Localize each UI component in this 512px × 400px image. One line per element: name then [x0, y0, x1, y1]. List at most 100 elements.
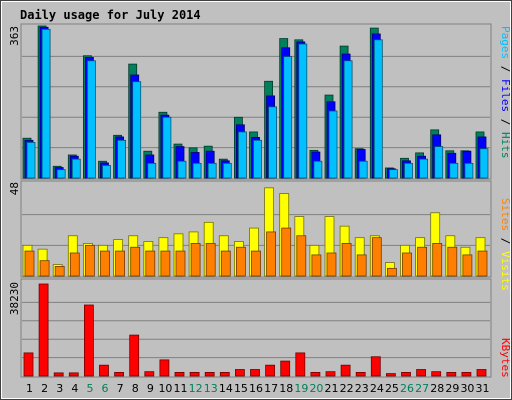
- x-tick-label: 21: [325, 382, 339, 395]
- bar-sites-day-22: [341, 243, 352, 277]
- bar-sites-day-9: [145, 250, 156, 277]
- x-tick-label: 18: [279, 382, 293, 395]
- chart-title: Daily usage for July 2014: [20, 8, 201, 22]
- bar-kbytes-day-18: [280, 360, 291, 377]
- legend-part: Sites: [499, 198, 512, 231]
- bar-sites-day-8: [130, 246, 141, 277]
- x-tick-label: 4: [71, 382, 78, 395]
- panel-visits-sites: 48 Sites / Visits: [8, 180, 512, 291]
- bar-sites-day-21: [326, 252, 337, 277]
- bar-sites-day-30: [462, 254, 473, 277]
- x-tick-label: 9: [147, 382, 154, 395]
- legend-part: Files: [499, 79, 512, 112]
- panel-kbytes-grid: [22, 301, 490, 359]
- bar-pages-day-17: [268, 106, 278, 179]
- x-tick-label: 16: [249, 382, 263, 395]
- bar-kbytes-day-22: [340, 364, 351, 377]
- bar-kbytes-day-1: [23, 352, 34, 377]
- panel-kbytes-bars: [23, 283, 487, 377]
- x-tick-label: 20: [309, 382, 323, 395]
- x-axis-day-labels: 1 2 3 4 5 6 7 8 9 10 11 12 13 14 15 16 17 18 19 20 21 22 23 24 2…: [26, 382, 490, 395]
- x-tick-label: 26: [400, 382, 414, 395]
- bar-pages-day-15: [237, 131, 247, 179]
- bar-sites-day-20: [311, 254, 322, 277]
- legend-part: Visits: [499, 251, 512, 291]
- bar-kbytes-day-13: [204, 371, 215, 377]
- legend-part: KBytes: [499, 338, 512, 378]
- bar-pages-day-3: [56, 169, 66, 179]
- bar-pages-day-27: [419, 158, 429, 179]
- bar-pages-day-2: [41, 28, 51, 179]
- bar-kbytes-day-25: [385, 373, 396, 377]
- bar-kbytes-day-2: [38, 283, 49, 377]
- x-tick-label: 15: [234, 382, 248, 395]
- bar-pages-day-29: [449, 162, 459, 179]
- bar-sites-day-4: [69, 252, 80, 277]
- bar-sites-day-5: [85, 244, 95, 277]
- bar-sites-day-14: [220, 250, 231, 277]
- x-tick-label: 23: [355, 382, 369, 395]
- panel-hits-files-pages-ymax: 363: [8, 26, 21, 46]
- x-tick-label: 8: [132, 382, 139, 395]
- panel-visits-sites-bars: [22, 187, 488, 277]
- bar-kbytes-day-21: [325, 371, 336, 377]
- x-tick-label: 30: [460, 382, 474, 395]
- x-tick-label: 29: [445, 382, 459, 395]
- bar-pages-day-26: [404, 162, 413, 179]
- panel-kbytes: 38230 KBytes: [8, 278, 512, 378]
- x-tick-label: 13: [204, 382, 218, 395]
- panel-hits-files-pages: 363 Pages / Files / Hits: [8, 23, 512, 180]
- bar-pages-day-24: [373, 39, 383, 179]
- legend-part: /: [499, 59, 512, 79]
- bar-sites-day-25: [386, 267, 397, 277]
- bar-sites-day-2: [39, 260, 50, 277]
- bar-pages-day-10: [162, 116, 172, 179]
- panel-hits-files-pages-bars: [22, 25, 489, 179]
- bar-kbytes-day-7: [114, 371, 124, 377]
- x-tick-label: 19: [294, 382, 308, 395]
- x-tick-label: 10: [158, 382, 172, 395]
- panel-visits-sites-legend: Sites / Visits: [499, 198, 512, 291]
- x-tick-label: 6: [102, 382, 109, 395]
- panel-hits-files-pages-legend: Pages / Files / Hits: [499, 26, 512, 159]
- bar-sites-day-23: [356, 254, 367, 277]
- bar-pages-day-18: [283, 56, 293, 179]
- panel-kbytes-area: [20, 278, 492, 378]
- bar-sites-day-27: [417, 246, 428, 277]
- bar-kbytes-day-10: [159, 359, 170, 377]
- bar-kbytes-day-5: [84, 304, 94, 377]
- bar-pages-day-21: [328, 110, 338, 179]
- bar-kbytes-day-23: [355, 371, 366, 377]
- bar-sites-day-15: [235, 246, 246, 277]
- x-tick-label: 31: [476, 382, 490, 395]
- bar-kbytes-day-14: [219, 371, 230, 377]
- bar-sites-day-18: [281, 227, 292, 277]
- x-tick-label: 14: [219, 382, 233, 395]
- bar-pages-day-23: [358, 160, 368, 179]
- x-tick-label: 7: [117, 382, 124, 395]
- legend-part: /: [499, 112, 512, 132]
- bar-pages-day-1: [26, 142, 36, 179]
- bar-pages-day-13: [207, 162, 217, 179]
- x-tick-label: 28: [430, 382, 444, 395]
- bar-pages-day-31: [479, 148, 489, 179]
- bar-sites-day-1: [24, 250, 35, 277]
- bar-pages-day-14: [222, 162, 232, 179]
- bar-sites-day-10: [160, 250, 171, 277]
- bar-kbytes-day-16: [250, 369, 260, 377]
- bar-pages-day-8: [132, 81, 142, 179]
- x-tick-label: 25: [385, 382, 399, 395]
- bar-sites-day-16: [251, 250, 261, 277]
- bar-sites-day-12: [190, 243, 201, 277]
- bar-pages-day-4: [71, 158, 81, 179]
- bar-kbytes-day-12: [189, 371, 200, 377]
- bar-kbytes-day-28: [431, 371, 442, 377]
- bar-pages-day-28: [434, 146, 444, 179]
- bar-kbytes-day-27: [416, 369, 427, 377]
- panel-visits-sites-ymax: 48: [8, 182, 21, 195]
- bar-pages-day-20: [313, 160, 323, 179]
- bar-pages-day-25: [388, 169, 398, 179]
- bar-sites-day-13: [205, 243, 216, 277]
- bar-pages-day-9: [147, 162, 157, 179]
